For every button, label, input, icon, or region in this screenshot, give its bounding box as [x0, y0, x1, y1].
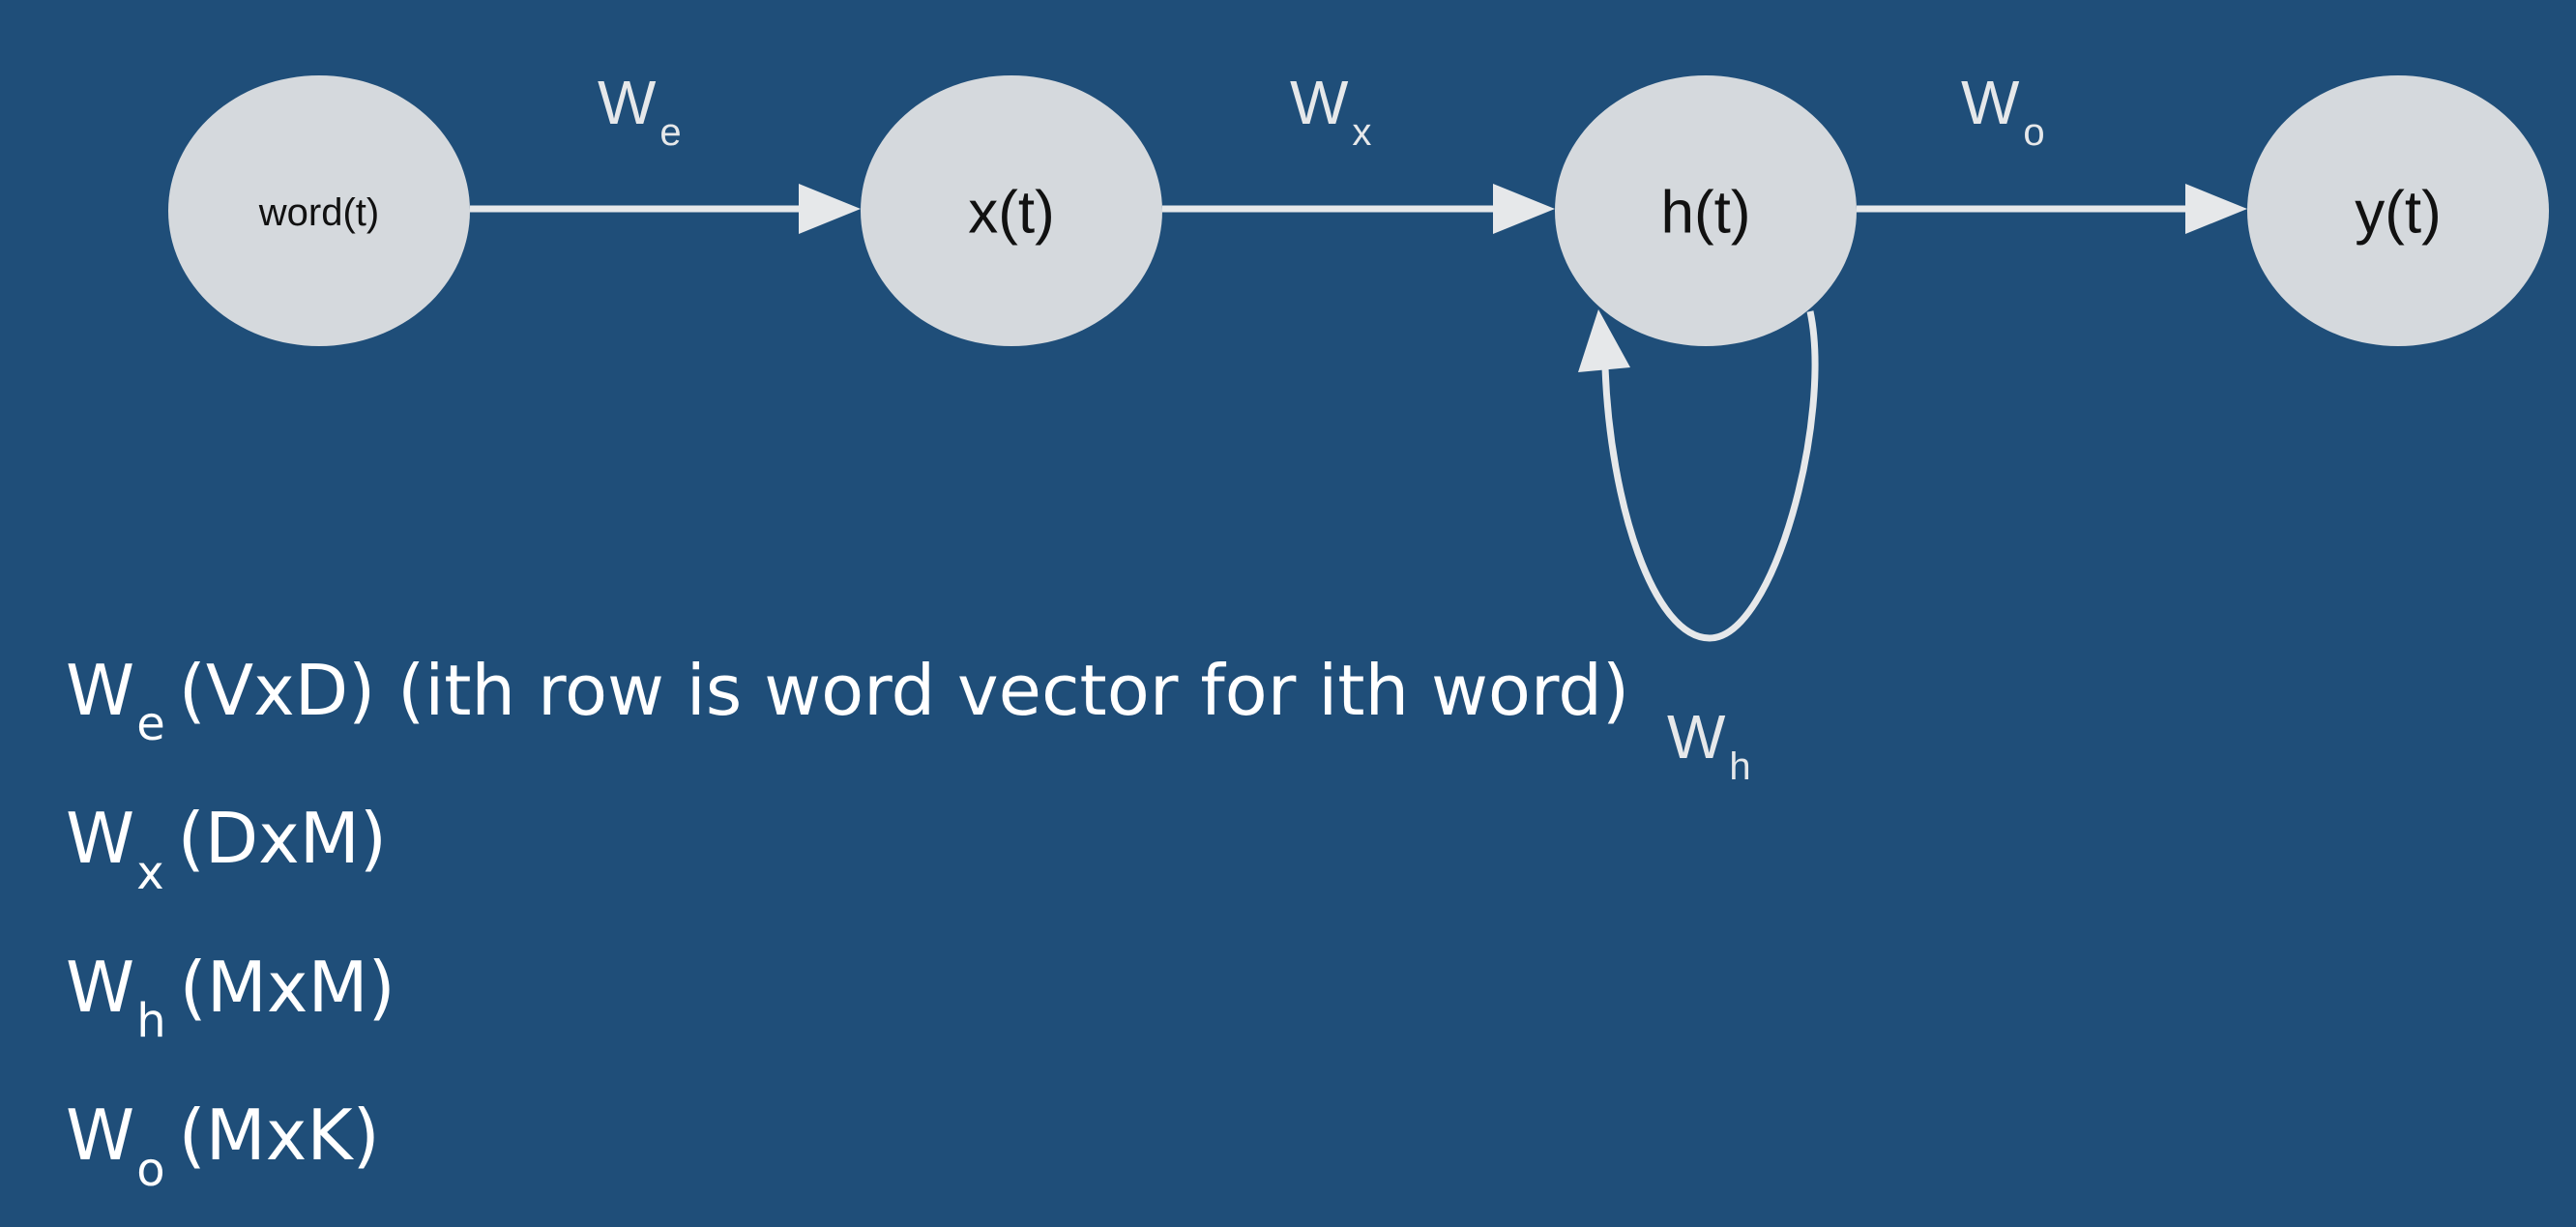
legend-we-main: W	[66, 650, 135, 731]
legend-wo-main: W	[66, 1095, 135, 1177]
legend-wo-text: (MxK)	[178, 1095, 380, 1177]
legend-wh-sub: h	[136, 994, 166, 1049]
node-x-label: x(t)	[968, 180, 1055, 247]
edge-h-to-y	[1857, 184, 2247, 234]
edge-h-to-y-arrowhead	[2185, 184, 2247, 234]
slide: word(t) x(t) h(t) y(t)	[66, 68, 2549, 1197]
edge-h-self-loop-path	[1601, 310, 1819, 642]
legend-wx-main: W	[66, 798, 135, 880]
node-h-label: h(t)	[1661, 180, 1751, 247]
edge-label-wx-sub: x	[1352, 111, 1371, 154]
node-word-label: word(t)	[258, 191, 379, 234]
legend-wx-text: (DxM)	[177, 798, 387, 880]
legend-item-wo: Wo (MxK)	[66, 1078, 1629, 1226]
edge-label-wh-sub: h	[1729, 745, 1750, 788]
edge-word-to-x-arrowhead	[799, 184, 861, 234]
edge-x-to-h-arrowhead	[1493, 184, 1555, 234]
node-h: h(t)	[1555, 75, 1857, 346]
weight-legend: We (VxD) (ith row is word vector for ith …	[66, 633, 1629, 1227]
legend-item-wh: Wh (MxM)	[66, 930, 1629, 1078]
edge-label-we-main: W	[598, 68, 657, 137]
node-y-label: y(t)	[2355, 180, 2442, 247]
edge-label-wh-main: W	[1667, 702, 1726, 772]
node-word: word(t)	[168, 75, 470, 346]
edge-h-self-loop	[1578, 309, 1819, 642]
node-y-ellipse	[2247, 75, 2549, 346]
node-x-ellipse	[861, 75, 1162, 346]
node-h-ellipse	[1555, 75, 1857, 346]
edge-word-to-x	[470, 184, 861, 234]
legend-we-text: (VxD) (ith row is word vector for ith wo…	[178, 650, 1630, 731]
legend-item-wx: Wx (DxM)	[66, 781, 1629, 929]
edge-h-self-loop-arrowhead	[1578, 309, 1630, 372]
legend-wh-text: (MxM)	[179, 946, 395, 1028]
legend-wx-sub: x	[136, 845, 164, 900]
legend-we-sub: e	[136, 697, 165, 752]
edge-label-wo-sub: o	[2023, 111, 2044, 154]
edge-label-we-sub: e	[659, 111, 681, 154]
edge-label-wo-main: W	[1961, 68, 2020, 137]
legend-wo-sub: o	[136, 1142, 165, 1197]
legend-wh-main: W	[66, 946, 135, 1028]
edge-x-to-h	[1162, 184, 1555, 234]
node-x: x(t)	[861, 75, 1162, 346]
legend-item-we: We (VxD) (ith row is word vector for ith …	[66, 633, 1629, 781]
rnn-diagram: word(t) x(t) h(t) y(t)	[168, 68, 2549, 788]
node-y: y(t)	[2247, 75, 2549, 346]
edge-label-wx-main: W	[1290, 68, 1349, 137]
node-word-ellipse	[168, 75, 470, 346]
